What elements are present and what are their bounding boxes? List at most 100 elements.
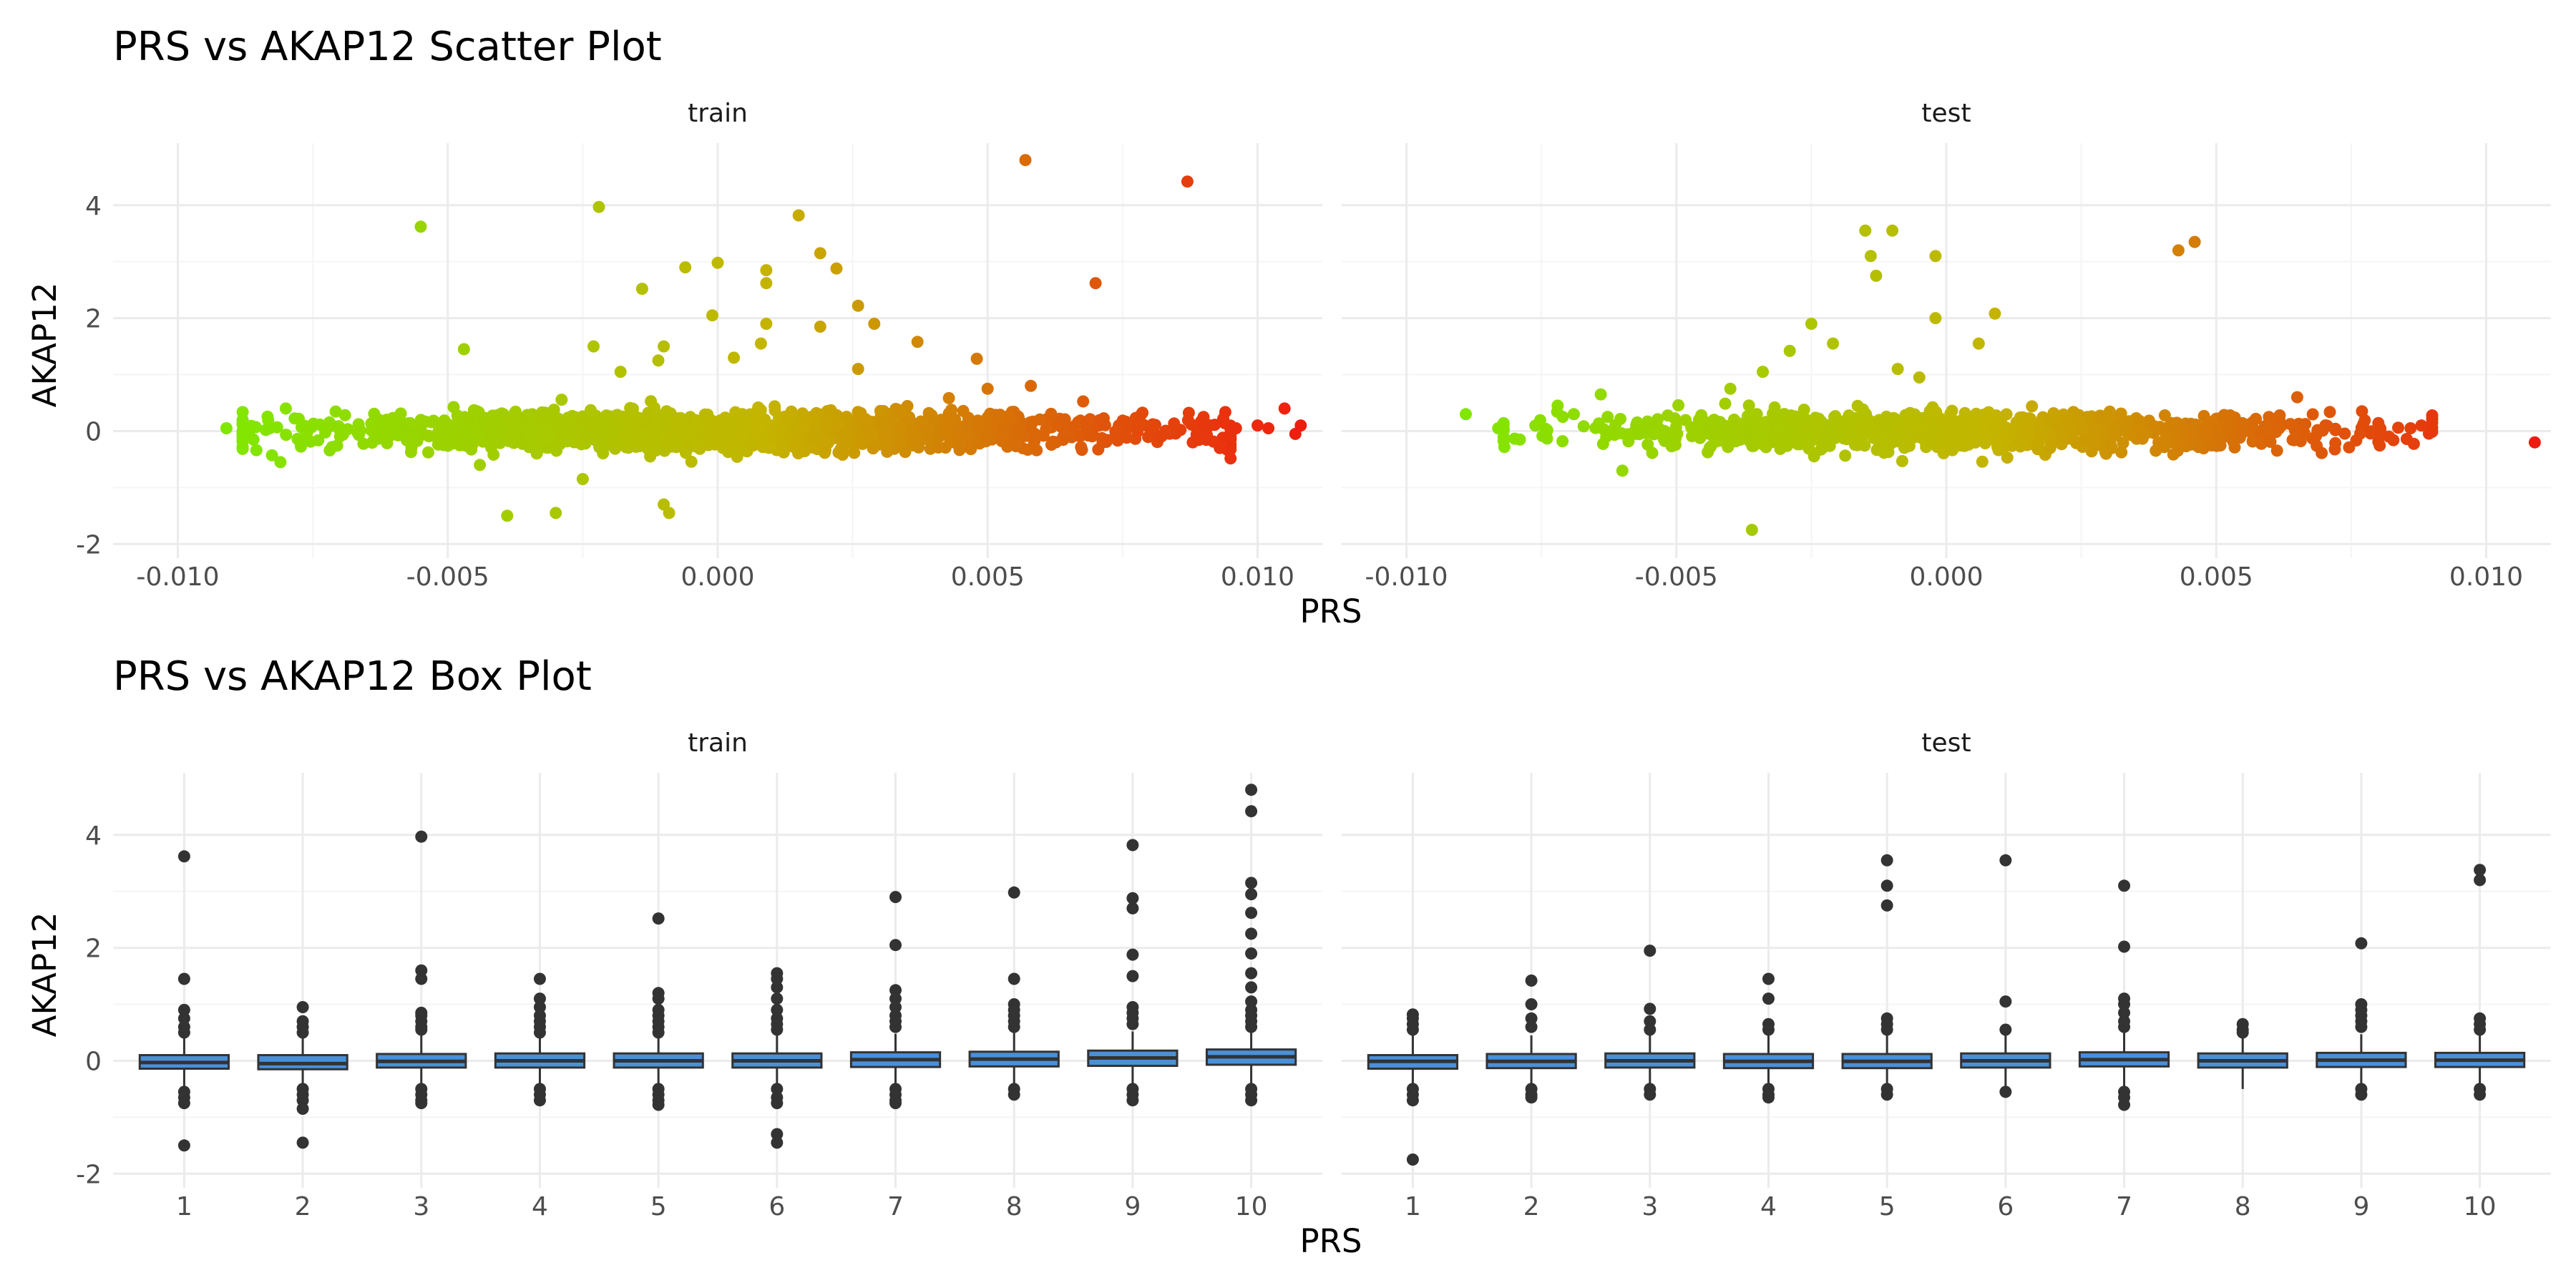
box-outlier-point	[771, 1136, 784, 1149]
box-x-tick-label: 6	[769, 1192, 785, 1221]
scatter-point	[1703, 441, 1716, 454]
scatter-y-tick-label: 0	[85, 417, 102, 447]
box-outlier-point	[533, 992, 546, 1005]
box-outlier-point	[889, 1097, 902, 1110]
scatter-point	[1702, 422, 1714, 435]
scatter-point	[540, 441, 553, 454]
scatter-point	[685, 455, 698, 468]
box-outlier-point	[1406, 1094, 1419, 1107]
scatter-point	[2105, 441, 2118, 454]
scatter-point	[2400, 433, 2413, 445]
scatter-point	[1224, 431, 1237, 444]
scatter-y-tick-label: -2	[76, 530, 102, 560]
scatter-x-tick-label: 0.005	[951, 562, 1025, 592]
scatter-point	[1742, 410, 1754, 422]
scatter-point	[1121, 431, 1133, 444]
scatter-point	[821, 413, 834, 426]
scatter-point	[2089, 424, 2102, 436]
scatter-point	[1294, 419, 1307, 432]
scatter-point	[852, 406, 864, 419]
scatter-point	[1774, 442, 1787, 455]
scatter-point	[263, 422, 276, 434]
box-outlier-point	[415, 964, 428, 977]
scatter-point	[711, 256, 724, 269]
scatter-point	[2055, 428, 2068, 440]
scatter-point	[1807, 450, 1820, 463]
scatter-point	[1652, 413, 1664, 426]
scatter-point	[1556, 411, 1569, 424]
box-x-tick-label: 9	[2353, 1192, 2369, 1221]
scatter-point	[463, 414, 476, 426]
scatter-point	[1181, 175, 1194, 188]
scatter-point	[1757, 416, 1770, 429]
scatter-point	[942, 407, 955, 420]
scatter-point	[2115, 446, 2128, 459]
scatter-point	[521, 423, 533, 436]
box-outlier-point	[415, 1023, 428, 1036]
scatter-point	[1889, 434, 1902, 446]
scatter-point	[932, 441, 945, 454]
box-outlier-point	[2474, 1023, 2487, 1036]
scatter-x-tick-label: -0.010	[137, 562, 220, 592]
scatter-point	[623, 416, 635, 429]
scatter-point	[698, 436, 711, 449]
box-x-tick-label: 4	[532, 1192, 548, 1221]
scatter-point	[921, 423, 934, 435]
box-outlier-point	[889, 891, 902, 904]
scatter-point	[1844, 424, 1857, 437]
scatter-point	[1077, 395, 1090, 408]
scatter-point	[1929, 250, 1942, 263]
scatter-point	[2321, 419, 2333, 432]
box-outlier-point	[1999, 1085, 2012, 1098]
box-x-tick-label: 3	[1641, 1192, 1658, 1221]
scatter-x-tick-label: 0.010	[2449, 562, 2523, 592]
scatter-point	[1724, 382, 1737, 395]
scatter-point	[247, 433, 260, 446]
box-x-tick-label: 9	[1124, 1192, 1141, 1221]
scatter-point	[2235, 428, 2248, 441]
scatter-point	[970, 352, 983, 365]
scatter-point	[555, 394, 568, 406]
scatter-point	[2356, 405, 2368, 418]
scatter-point	[627, 402, 639, 415]
box-outlier-point	[771, 1023, 784, 1036]
scatter-point	[1601, 411, 1614, 424]
box-outlier-point	[2474, 874, 2487, 887]
scatter-point	[880, 426, 892, 439]
scatter-point	[2323, 406, 2336, 419]
box-outlier-point	[1245, 967, 1258, 980]
scatter-point	[1181, 414, 1194, 426]
scatter-x-tick-label: -0.005	[406, 562, 489, 592]
box-outlier-point	[771, 1083, 784, 1096]
scatter-point	[2250, 412, 2263, 425]
scatter-point	[2528, 436, 2541, 449]
scatter-point	[447, 401, 460, 414]
scatter-point	[2221, 422, 2234, 435]
scatter-point	[1818, 436, 1830, 449]
scatter-point	[1028, 427, 1041, 440]
scatter-point	[792, 209, 805, 222]
scatter-point	[774, 424, 787, 436]
box-outlier-point	[652, 1026, 665, 1039]
scatter-point	[2364, 427, 2377, 440]
box-outlier-point	[1880, 1088, 1893, 1101]
scatter-point	[1252, 419, 1264, 432]
scatter-point	[2026, 400, 2039, 413]
box-outlier-point	[1880, 879, 1893, 892]
scatter-point	[1262, 422, 1275, 434]
scatter-point	[2354, 427, 2366, 440]
box-outlier-point	[1126, 839, 1139, 852]
scatter-point	[2133, 414, 2146, 427]
scatter-point	[837, 445, 850, 458]
scatter-x-tick-label: 0.005	[2180, 562, 2253, 592]
box-outlier-point	[177, 1012, 190, 1025]
scatter-point	[832, 418, 844, 431]
box-outlier-point	[533, 1001, 546, 1013]
scatter-point	[644, 450, 657, 463]
scatter-point	[1870, 269, 1883, 282]
scatter-point	[1648, 428, 1661, 441]
scatter-point	[1972, 337, 1985, 350]
scatter-point	[640, 411, 653, 424]
scatter-point	[1217, 412, 1229, 425]
